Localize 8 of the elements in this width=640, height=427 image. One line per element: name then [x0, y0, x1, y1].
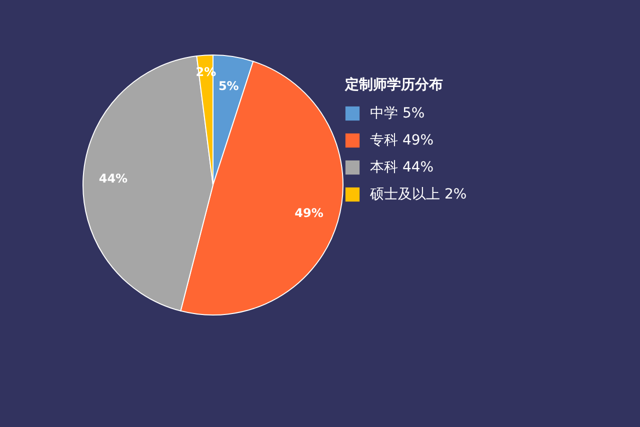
legend-title: 定制师学历分布 [344, 76, 443, 93]
legend-label: 中学 5% [370, 106, 425, 122]
data-label: 49% [294, 206, 324, 220]
legend-label: 硕士及以上 2% [369, 186, 467, 202]
data-label: 44% [98, 172, 128, 186]
legend-label: 本科 44% [370, 160, 434, 176]
legend-label: 专科 49% [370, 132, 434, 148]
data-label: 5% [218, 79, 239, 94]
